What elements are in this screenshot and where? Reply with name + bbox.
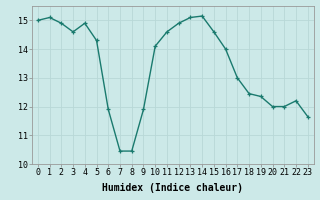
X-axis label: Humidex (Indice chaleur): Humidex (Indice chaleur) bbox=[102, 183, 243, 193]
